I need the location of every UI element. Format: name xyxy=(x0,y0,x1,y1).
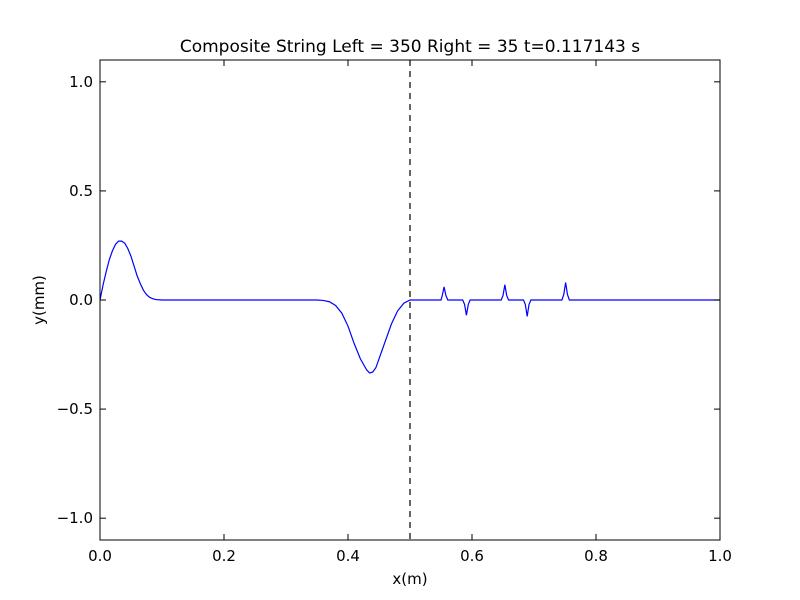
x-axis-ticks: 0.0 0.2 0.4 0.6 0.8 1.0 xyxy=(88,60,732,565)
plot-area xyxy=(99,60,720,540)
x-tick-label: 0.0 xyxy=(88,547,112,565)
x-tick-label: 0.4 xyxy=(336,547,360,565)
y-axis-ticks: 1.0 0.5 0.0 −0.5 −1.0 xyxy=(57,73,720,527)
y-tick-label: 0.5 xyxy=(69,182,93,200)
x-tick-label: 1.0 xyxy=(708,547,732,565)
series-line xyxy=(99,240,720,374)
y-tick-label: −1.0 xyxy=(57,509,93,527)
chart-title: Composite String Left = 350 Right = 35 t… xyxy=(180,37,640,57)
y-tick-label: −0.5 xyxy=(57,400,93,418)
x-tick-label: 0.8 xyxy=(584,547,608,565)
x-tick-label: 0.2 xyxy=(212,547,236,565)
y-tick-label: 0.0 xyxy=(69,291,93,309)
y-axis-label: y(mm) xyxy=(30,275,48,325)
x-axis-label: x(m) xyxy=(392,570,427,588)
y-tick-label: 1.0 xyxy=(69,73,93,91)
x-tick-label: 0.6 xyxy=(460,547,484,565)
